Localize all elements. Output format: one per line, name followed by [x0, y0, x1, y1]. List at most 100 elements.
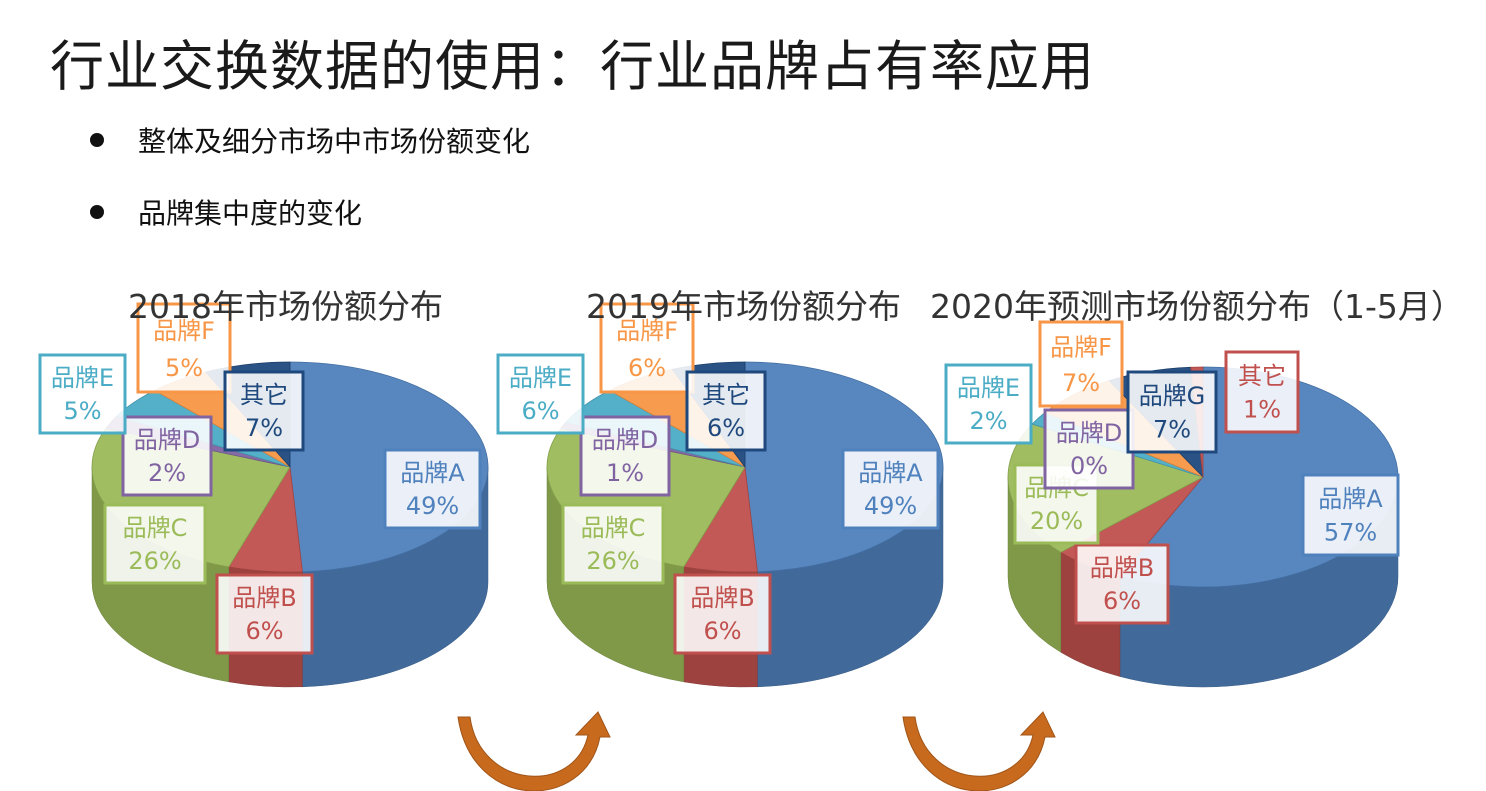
data-label-box: [121, 415, 213, 497]
data-label-brand-a: 品牌A 57%: [1301, 473, 1400, 557]
arrow-2018-to-2019: [457, 711, 611, 791]
data-label-box: [496, 353, 585, 435]
data-label-box: [685, 370, 767, 452]
data-label-brand-f: 品牌F 7%: [1038, 320, 1124, 408]
data-label-value: 6%: [628, 354, 666, 382]
pie-chart-1: 品牌A 49% 品牌B 6% 品牌C 26% 品牌D 1% 品牌E 6% 品牌F 6% 其它 6%: [496, 302, 944, 688]
data-label-name: 品牌A: [858, 459, 923, 487]
bullet-dot-icon: [90, 205, 104, 219]
data-label-brand-c: 品牌C 26%: [561, 503, 665, 585]
data-label-brand-d: 品牌D 1%: [579, 415, 671, 497]
bullet-text: 品牌集中度的变化: [138, 197, 363, 230]
bullet-item: 整体及细分市场中市场份额变化: [90, 118, 530, 162]
data-label-box: [383, 448, 482, 530]
data-label-value: 1%: [1243, 396, 1281, 424]
data-label-value: 2%: [969, 407, 1007, 435]
data-label-brand-g: 品牌G 7%: [1126, 370, 1218, 454]
data-label-box: [223, 370, 305, 452]
data-label-brand-b: 品牌B 6%: [215, 573, 314, 655]
data-label-value: 49%: [864, 492, 917, 520]
data-label-other: 其它 7%: [223, 370, 305, 452]
data-label-brand-e: 品牌E 5%: [38, 353, 127, 435]
data-label-value: 7%: [1153, 416, 1191, 444]
chart-title-2019: 2019年市场份额分布: [586, 287, 901, 326]
data-label-box: [579, 415, 671, 497]
chart-title-2020: 2020年预测市场份额分布（1-5月）: [930, 287, 1464, 326]
data-label-value: 26%: [586, 547, 639, 575]
data-label-name: 品牌G: [1139, 382, 1206, 410]
data-label-name: 品牌F: [616, 317, 678, 345]
bullet-dot-icon: [90, 133, 104, 147]
data-label-brand-a: 品牌A 49%: [841, 448, 940, 530]
curved-arrow-icon: [902, 711, 1056, 791]
data-label-box: [561, 503, 665, 585]
data-label-other: 其它 6%: [685, 370, 767, 452]
data-label-value: 20%: [1030, 507, 1083, 535]
data-label-value: 6%: [1103, 587, 1141, 615]
data-label-brand-a: 品牌A 49%: [383, 448, 482, 530]
data-label-brand-b: 品牌B 6%: [1074, 543, 1170, 625]
data-label-value: 5%: [165, 354, 203, 382]
data-label-value: 7%: [1062, 369, 1100, 397]
data-label-box: [38, 353, 127, 435]
data-label-brand-d: 品牌D 2%: [121, 415, 213, 497]
chart-title-2018: 2018年市场份额分布: [128, 287, 443, 326]
data-label-name: 其它: [1238, 362, 1286, 390]
data-label-box: [1224, 350, 1300, 434]
data-label-value: 57%: [1324, 519, 1377, 547]
arrow-2019-to-2020: [902, 711, 1056, 791]
data-label-value: 0%: [1070, 452, 1108, 480]
bullet-list: 整体及细分市场中市场份额变化 品牌集中度的变化: [90, 118, 530, 262]
data-label-value: 1%: [606, 459, 644, 487]
data-label-box: [1043, 408, 1135, 490]
data-label-name: 品牌B: [1090, 554, 1154, 582]
data-label-other: 其它 1%: [1224, 350, 1300, 434]
data-label-box: [136, 302, 232, 394]
data-label-box: [673, 573, 772, 655]
data-label-value: 6%: [703, 617, 741, 645]
data-label-name: 品牌E: [957, 374, 1020, 402]
bullet-item: 品牌集中度的变化: [90, 190, 530, 234]
data-label-name: 品牌C: [123, 514, 188, 542]
data-label-brand-c: 品牌C 26%: [103, 503, 207, 585]
data-label-brand-f: 品牌F 6%: [599, 302, 695, 394]
data-label-name: 品牌D: [1056, 419, 1122, 447]
page-title: 行业交换数据的使用：行业品牌占有率应用: [50, 35, 1095, 98]
data-label-brand-b: 品牌B 6%: [673, 573, 772, 655]
data-label-name: 品牌F: [153, 317, 215, 345]
data-label-value: 26%: [128, 547, 181, 575]
data-label-box: [1038, 320, 1124, 408]
data-label-box: [944, 363, 1033, 445]
data-label-name: 品牌D: [592, 426, 658, 454]
data-label-name: 品牌E: [509, 364, 572, 392]
data-label-box: [599, 302, 695, 394]
data-label-value: 49%: [406, 492, 459, 520]
bullet-text: 整体及细分市场中市场份额变化: [138, 125, 531, 158]
data-label-name: 品牌B: [232, 584, 296, 612]
data-label-brand-f: 品牌F 5%: [136, 302, 232, 394]
curved-arrow-icon: [457, 711, 611, 791]
pie-chart-2: 品牌A57%品牌B6%品牌C20%品牌D0%品牌E2%品牌F7%品牌G7%其它1…: [944, 320, 1400, 688]
data-label-box: [215, 573, 314, 655]
data-label-box: [1126, 370, 1218, 454]
data-label-name: 其它: [240, 381, 288, 409]
data-label-brand-d: 品牌D 0%: [1043, 408, 1135, 490]
data-label-box: [103, 503, 207, 585]
data-label-name: 品牌F: [1050, 334, 1112, 362]
data-label-box: [1301, 473, 1400, 557]
data-label-value: 2%: [148, 459, 186, 487]
data-label-value: 6%: [521, 397, 559, 425]
data-label-name: 品牌D: [134, 426, 200, 454]
data-label-box: [1074, 543, 1170, 625]
data-label-name: 其它: [702, 381, 750, 409]
data-label-brand-e: 品牌E 6%: [496, 353, 585, 435]
data-label-value: 7%: [245, 414, 283, 442]
pie-chart-0: 品牌A 49% 品牌B 6% 品牌C 26% 品牌D 2% 品牌E 5% 品牌F 5% 其它 7%: [38, 302, 489, 688]
data-label-box: [841, 448, 940, 530]
data-label-name: 品牌A: [1318, 485, 1383, 513]
data-label-value: 6%: [245, 617, 283, 645]
data-label-value: 6%: [707, 414, 745, 442]
data-label-name: 品牌C: [581, 514, 646, 542]
data-label-name: 品牌B: [690, 584, 754, 612]
